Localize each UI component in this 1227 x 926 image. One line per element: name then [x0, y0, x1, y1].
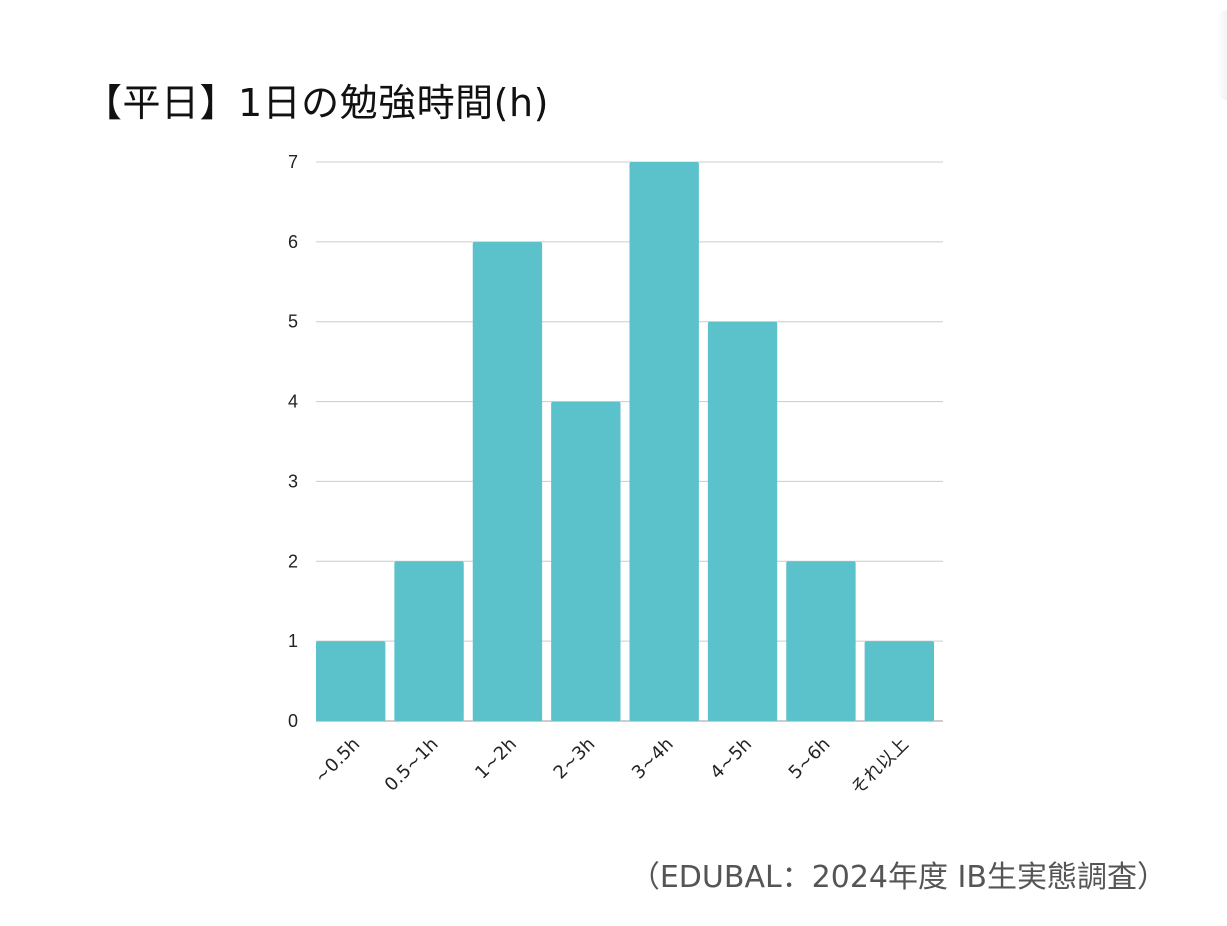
bar: [864, 641, 934, 721]
bar: [629, 162, 699, 721]
scroll-edge-shadow: [1217, 10, 1227, 100]
y-tick-label: 4: [288, 392, 298, 412]
bar: [707, 321, 778, 721]
x-tick-label: 0.5~1h: [381, 734, 443, 796]
y-tick-label: 5: [288, 312, 298, 332]
bar: [551, 401, 621, 721]
bar: [394, 561, 464, 721]
x-tick-label: 3~4h: [628, 734, 678, 784]
page-title: 【平日】1日の勉強時間(h): [84, 81, 549, 125]
x-tick-label: それ以上: [847, 734, 913, 800]
x-axis-category-labels: ~0.5h 0.5~1h 1~2h 2~3h 3~4h 4~5h 5~6h それ以上: [310, 734, 912, 800]
x-tick-label: 1~2h: [471, 734, 521, 784]
x-tick-label: 4~5h: [706, 734, 756, 784]
x-tick-label: 2~3h: [550, 734, 600, 784]
y-tick-label: 0: [288, 711, 298, 731]
y-tick-label: 1: [288, 631, 298, 651]
source-note: （EDUBAL：2024年度 IB生実態調査）: [629, 860, 1167, 895]
y-tick-label: 3: [288, 471, 298, 491]
y-tick-label: 2: [288, 551, 298, 571]
bar: [316, 641, 386, 721]
x-tick-label: ~0.5h: [310, 734, 364, 788]
bar: [472, 241, 543, 721]
y-axis-tick-labels: 0 1 2 3 4 5 6 7: [288, 152, 298, 731]
y-tick-label: 6: [288, 232, 298, 252]
y-tick-label: 7: [288, 152, 298, 172]
bar: [786, 561, 856, 721]
bars: [316, 162, 934, 721]
x-tick-label: 5~6h: [785, 734, 835, 784]
